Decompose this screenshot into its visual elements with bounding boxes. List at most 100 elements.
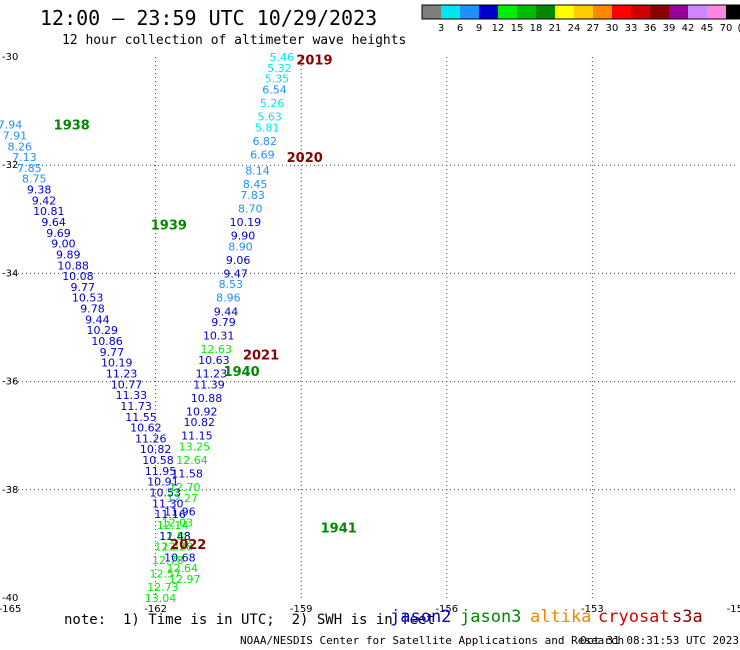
colorbar-label: 27 — [587, 23, 600, 34]
satellite-label-cryosat: cryosat — [598, 607, 670, 627]
x-tick-label: -150 — [727, 604, 740, 615]
wave-height-point: 9.38 — [27, 184, 52, 197]
wave-height-point: 9.44 — [214, 305, 239, 318]
data-points: 5.465.325.356.545.265.635.816.826.69 8.14… — [0, 51, 294, 605]
wave-height-point: 11.16 — [154, 508, 186, 521]
y-tick-label: -30 — [2, 52, 18, 63]
colorbar-swatch — [612, 5, 631, 19]
wave-height-point: 6.69 — [250, 148, 275, 161]
wave-height-point: 10.58 — [142, 454, 174, 467]
time-label: 2019 — [296, 54, 332, 69]
wave-height-point: 10.53 — [72, 292, 104, 305]
colorbar-label: 42 — [682, 23, 695, 34]
wave-height-point: 9.64 — [41, 216, 66, 229]
wave-height-point: 7.85 — [17, 162, 42, 175]
colorbar-swatch — [707, 5, 726, 19]
y-tick-label: -40 — [2, 593, 18, 604]
colorbar-swatch — [726, 5, 740, 19]
wave-height-point: 10.88 — [57, 259, 89, 272]
wave-height-point: 11.23 — [196, 367, 228, 380]
wave-height-point: 11.33 — [116, 389, 148, 402]
wave-height-point: 9.44 — [85, 313, 110, 326]
plot-axes: -165 -162 -159 -156 -153 -150 -30 -32 -34 -36 -38 -… — [0, 52, 740, 615]
wave-height-point: 11.48 — [159, 530, 191, 543]
wave-height-point: 10.82 — [184, 416, 216, 429]
wave-height-point: 8.90 — [228, 240, 253, 253]
colorbar-label: 9 — [476, 23, 482, 34]
wave-height-point: 7.13 — [12, 151, 37, 164]
colorbar-swatch — [517, 5, 536, 19]
wave-height-point: 12.57 — [150, 568, 182, 581]
time-label: 1939 — [151, 219, 187, 234]
wave-height-point: 12.27 — [167, 492, 199, 505]
wave-height-point: 12.70 — [169, 481, 201, 494]
wave-height-point: 9.77 — [100, 346, 125, 359]
satellite-label-jason3: jason3 — [460, 607, 522, 627]
wave-height-point: 11.39 — [193, 378, 225, 391]
wave-height-point: 11.95 — [145, 465, 177, 478]
wave-height-point: 9.90 — [231, 230, 256, 243]
wave-height-point: 7.94 — [0, 119, 22, 132]
colorbar-swatch — [593, 5, 612, 19]
wave-height-point: 11.58 — [171, 468, 203, 481]
colorbar-swatch — [422, 5, 441, 19]
wave-height-point: 5.63 — [257, 111, 282, 124]
colorbar-swatch — [555, 5, 574, 19]
wave-height-point: 9.79 — [211, 316, 236, 329]
time-label: 1938 — [54, 119, 90, 134]
wave-height-point: 12.88 — [159, 530, 191, 543]
wave-height-point: 11.73 — [120, 400, 152, 413]
wave-height-point: 5.35 — [265, 73, 290, 86]
colorbar-swatch — [631, 5, 650, 19]
wave-height-point: 12.03 — [162, 516, 194, 529]
time-label: 1940 — [224, 365, 260, 380]
wave-height-point: 10.77 — [111, 378, 143, 391]
wave-height-point: 12.78 — [152, 554, 184, 567]
colorbar-swatch — [479, 5, 498, 19]
time-label: 2021 — [243, 349, 279, 364]
wave-height-point: 6.82 — [253, 135, 278, 148]
wave-height-point: 10.82 — [140, 443, 172, 456]
colorbar-label: 33 — [625, 23, 638, 34]
x-tick-label: -162 — [144, 604, 167, 615]
colorbar-swatch — [650, 5, 669, 19]
wave-height-point: 12.28 — [162, 541, 194, 554]
time-label: 1941 — [321, 522, 357, 537]
colorbar-label: 12 — [492, 23, 505, 34]
colorbar-swatch — [574, 5, 593, 19]
satellite-label-s3a: s3a — [672, 607, 703, 627]
colorbar-swatch — [460, 5, 479, 19]
colorbar-label: 39 — [663, 23, 676, 34]
wave-height-point: 10.19 — [230, 216, 262, 229]
chart-subtitle: 12 hour collection of altimeter wave hei… — [62, 33, 407, 48]
wave-height-point: 13.25 — [179, 441, 211, 454]
chart-title: 12:00 — 23:59 UTC 10/29/2023 — [40, 6, 378, 30]
wave-height-point: 10.86 — [91, 335, 123, 348]
wave-height-point: 10.63 — [198, 354, 230, 367]
wave-height-point: 9.06 — [226, 254, 251, 267]
x-tick-label: -153 — [581, 604, 604, 615]
wave-height-point: 10.53 — [150, 487, 182, 500]
colorbar-swatch — [536, 5, 555, 19]
wave-height-point: 10.92 — [186, 405, 218, 418]
wave-height-point: 11.23 — [106, 367, 138, 380]
wave-height-point: 8.75 — [22, 173, 47, 186]
wave-height-point: 10.62 — [130, 422, 162, 435]
x-tick-label: -159 — [290, 604, 313, 615]
wave-height-point: 12.97 — [169, 573, 201, 586]
colorbar-label: 45 — [701, 23, 714, 34]
wave-height-point: 8.70 — [238, 202, 263, 215]
colorbar-swatch — [441, 5, 460, 19]
wave-height-point: 5.32 — [267, 62, 292, 75]
wave-height-point: 11.15 — [181, 430, 213, 443]
colorbar-label: 30 — [606, 23, 619, 34]
colorbar-frame — [421, 4, 740, 20]
colorbar-label: 18 — [530, 23, 543, 34]
wave-height-point: 8.45 — [243, 178, 268, 191]
wave-height-point: 11.55 — [125, 411, 157, 424]
wave-height-point: 8.96 — [216, 292, 241, 305]
wave-height-point: 9.89 — [56, 248, 81, 261]
wave-height-point: 10.29 — [86, 324, 118, 337]
colorbar-label: 3 — [438, 23, 444, 34]
wave-height-point: 12.73 — [147, 581, 179, 594]
